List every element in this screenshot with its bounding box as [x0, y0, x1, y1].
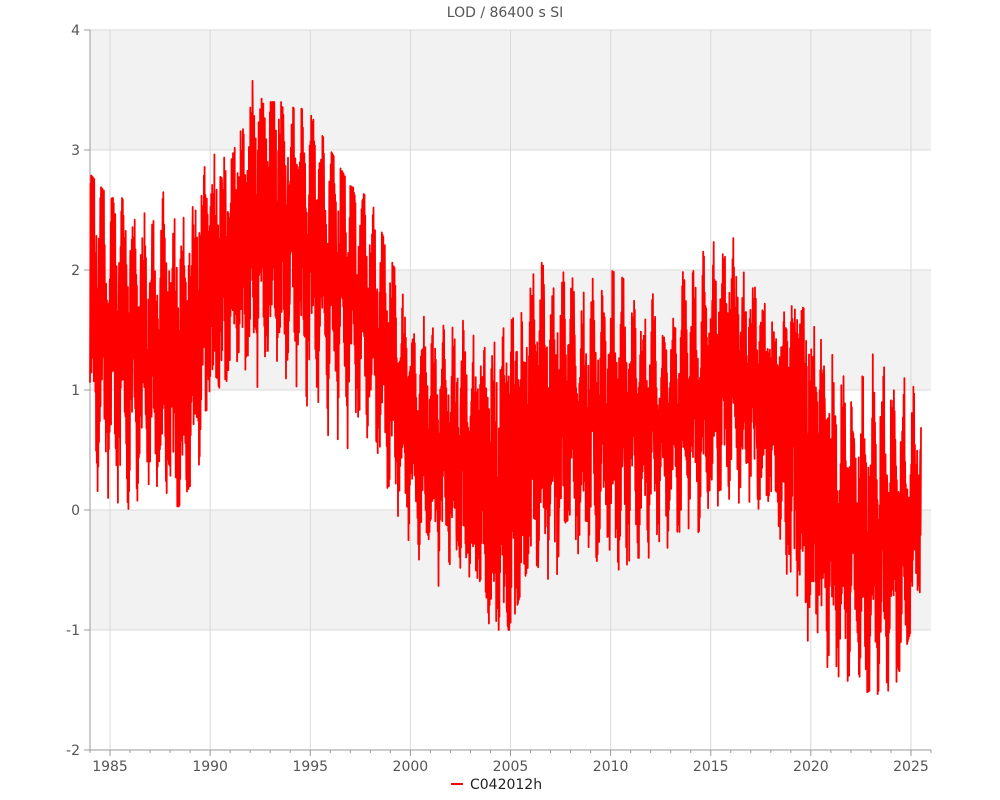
y-axis-ticks: -2 -1 0 1 2 3 4: [66, 23, 90, 759]
x-tick-label: 1985: [92, 759, 128, 775]
series-layer: [89, 79, 922, 695]
series-line-C042012h: [89, 79, 922, 695]
y-tick-label: 3: [71, 143, 80, 159]
x-tick-label: 2025: [893, 759, 929, 775]
x-tick-label: 2015: [693, 759, 729, 775]
x-axis-ticks: 1985 1990 1995 2000 2005 2010 2015 2020 2025: [89, 750, 932, 775]
x-tick-label: 2010: [593, 759, 629, 775]
legend: C042012h: [451, 777, 542, 793]
x-tick-label: 1995: [292, 759, 328, 775]
y-tick-label: 1: [71, 383, 80, 399]
y-tick-label: -1: [66, 623, 80, 639]
x-tick-label: 2005: [493, 759, 529, 775]
y-tick-label: 2: [71, 263, 80, 279]
x-tick-label: 2000: [393, 759, 429, 775]
x-tick-label: 1990: [192, 759, 228, 775]
legend-label: C042012h: [470, 777, 542, 793]
x-tick-label: 2020: [793, 759, 829, 775]
y-tick-label: 0: [71, 503, 80, 519]
y-tick-label: 4: [71, 23, 80, 39]
y-tick-label: -2: [66, 743, 80, 759]
chart-title: LOD / 86400 s SI: [447, 5, 563, 21]
